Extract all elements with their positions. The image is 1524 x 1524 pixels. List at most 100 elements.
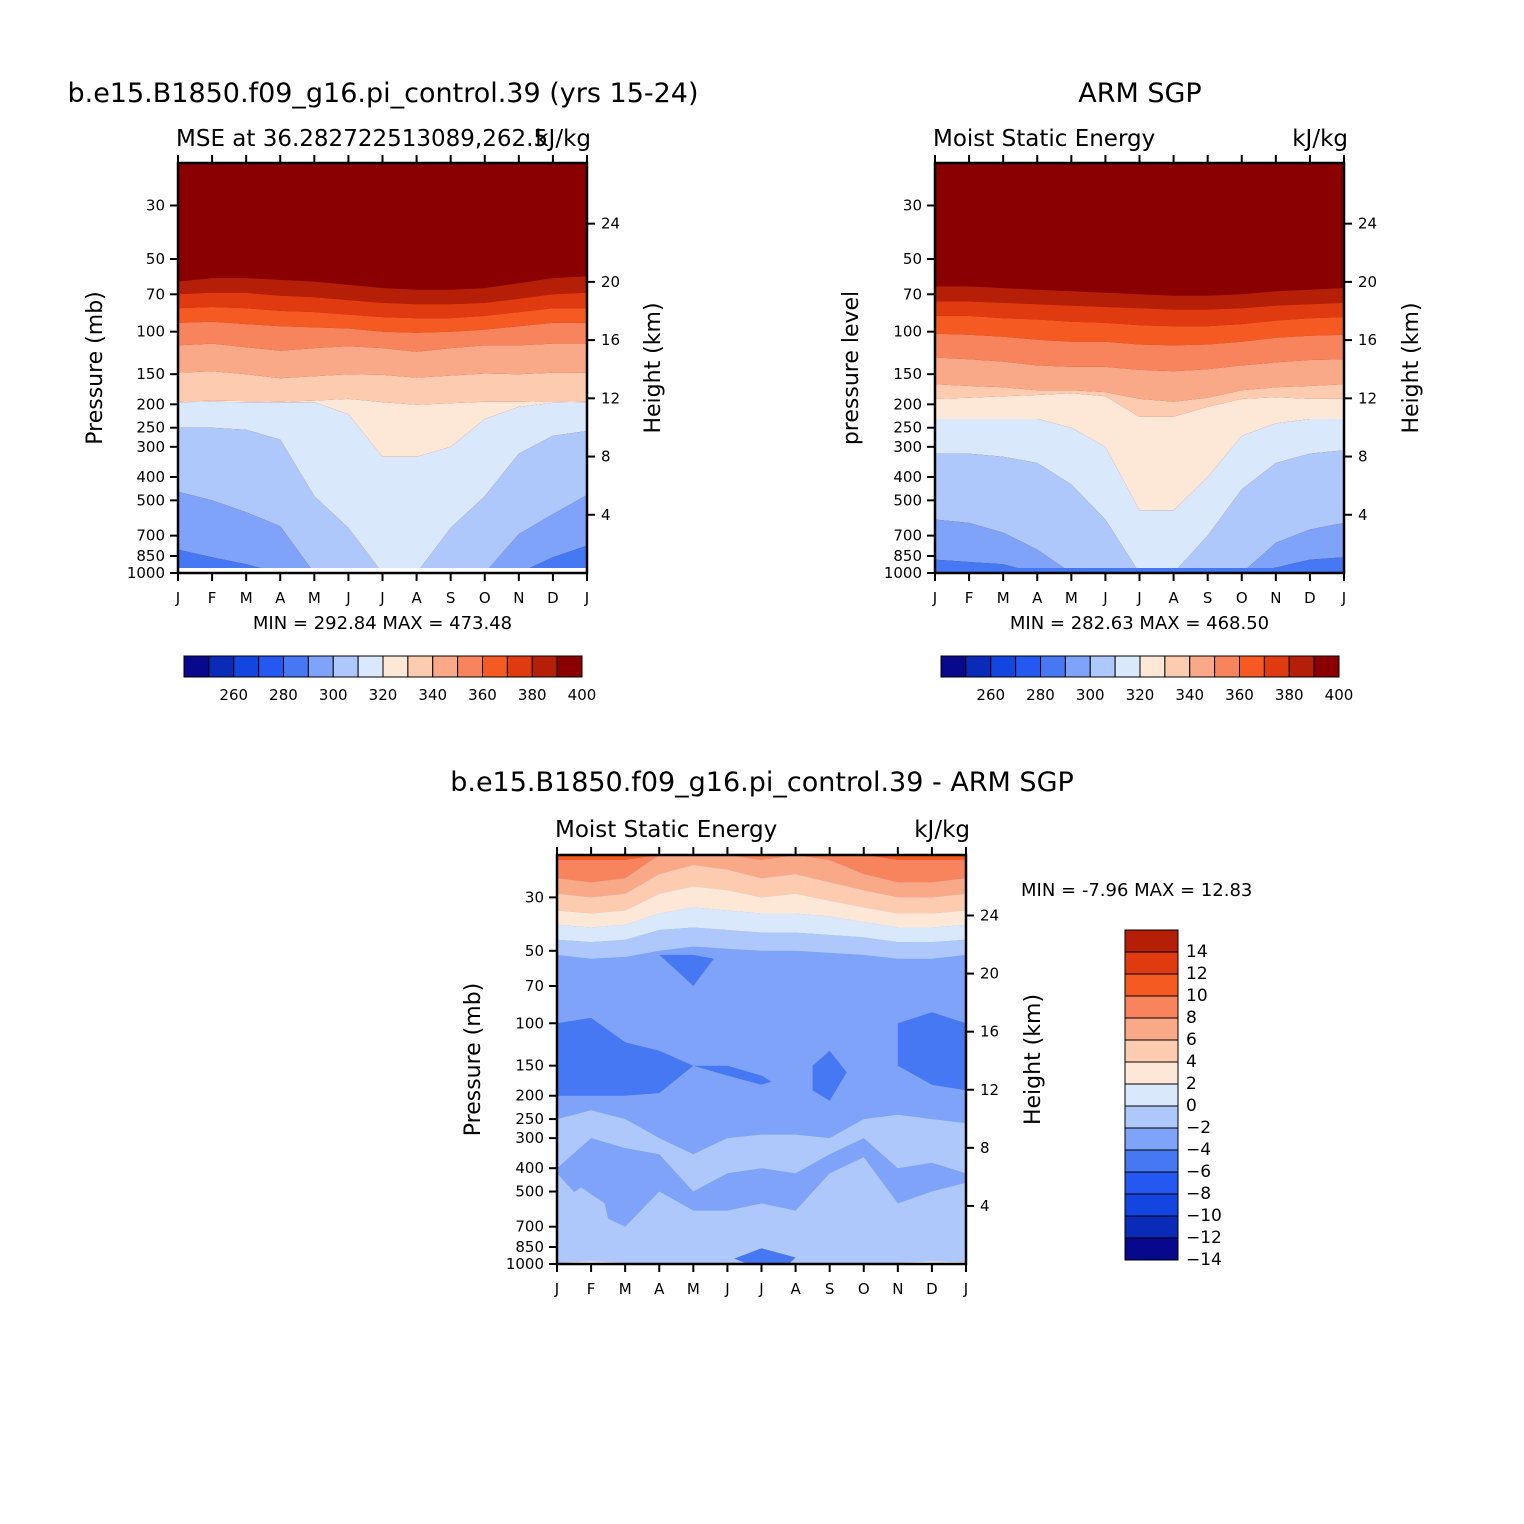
- obs-colorbar-box: [965, 655, 992, 678]
- obs-colorbar-box: [990, 655, 1017, 678]
- obs-ytick-label: 100: [893, 323, 922, 341]
- obs-xtick-label: D: [1304, 589, 1316, 607]
- model-colorbar-box: [307, 655, 334, 678]
- diff-main-title: b.e15.B1850.f09_g16.pi_control.39 - ARM …: [450, 767, 1074, 798]
- model-yrtick-label: 12: [601, 389, 620, 407]
- diff-ytick-label: 400: [515, 1159, 544, 1177]
- model-colorbar-box: [357, 655, 384, 678]
- obs-colorbar: 260 280 300 320 340 360 380 400: [940, 655, 1353, 704]
- model-right-subtitle: kJ/kg: [535, 126, 591, 152]
- diff-xtick-label: O: [858, 1280, 870, 1298]
- obs-ytick-label: 700: [893, 527, 922, 545]
- model-band: [178, 491, 587, 573]
- obs-xtick-label: S: [1203, 589, 1213, 607]
- obs-yrtick-label: 8: [1358, 448, 1368, 466]
- diff-colorbar-label: 0: [1186, 1096, 1197, 1116]
- obs-ytick-label: 500: [893, 491, 922, 509]
- obs-band: [935, 357, 1344, 402]
- obs-colorbar-label: 340: [1175, 686, 1204, 704]
- obs-xtick-label: N: [1270, 589, 1281, 607]
- obs-colorbar-box: [1189, 655, 1216, 678]
- diff-xtick-label: J: [963, 1280, 968, 1298]
- obs-surface-strip: [935, 568, 1344, 573]
- model-main-title: b.e15.B1850.f09_g16.pi_control.39 (yrs 1…: [67, 78, 698, 109]
- diff-region: [921, 1195, 963, 1256]
- model-band: [178, 343, 587, 379]
- obs-band: [935, 393, 1344, 511]
- obs-xtick-label: F: [965, 589, 974, 607]
- diff-colorbar-label: 8: [1186, 1008, 1197, 1028]
- model-colorbar-label: 320: [369, 686, 398, 704]
- model-xtick-label: M: [240, 589, 253, 607]
- obs-yrtick-label: 24: [1358, 215, 1377, 233]
- diff-ytick-label: 300: [515, 1129, 544, 1147]
- model-ytick-label: 850: [136, 547, 165, 565]
- obs-xtick-label: J: [932, 589, 937, 607]
- model-xtick-label: A: [275, 589, 286, 607]
- model-colorbar-label: 380: [518, 686, 547, 704]
- diff-colorbar-label: −4: [1186, 1140, 1211, 1160]
- model-stats: MIN = 292.84 MAX = 473.48: [253, 613, 512, 634]
- model-colorbar-box: [457, 655, 483, 678]
- obs-xtick-label: O: [1236, 589, 1248, 607]
- obs-colorbar-box: [1040, 655, 1066, 678]
- diff-ytick-label: 250: [515, 1110, 544, 1128]
- model-ytick-label: 1000: [127, 564, 165, 582]
- model-yrtick-label: 4: [601, 506, 611, 524]
- diff-yrtick-label: 16: [980, 1023, 999, 1041]
- diff-stats: MIN = -7.96 MAX = 12.83: [1021, 880, 1252, 901]
- model-colorbar-box: [407, 655, 434, 678]
- model-ytick-label: 300: [136, 438, 165, 456]
- obs-xtick-label: M: [1065, 589, 1078, 607]
- diff-band: [557, 855, 966, 898]
- model-colorbar: 260 280 300 320 340 360 380 400: [183, 655, 596, 704]
- diff-colorbar-box: [1124, 1061, 1179, 1085]
- model-ytick-label: 400: [136, 468, 165, 486]
- diff-xtick-label: F: [587, 1280, 596, 1298]
- model-colorbar-box: [432, 655, 459, 678]
- obs-band: [935, 419, 1344, 573]
- diff-region: [897, 1012, 966, 1091]
- diff-colorbar-label: 10: [1186, 986, 1208, 1006]
- diff-region: [557, 1187, 612, 1260]
- obs-colorbar-box: [1114, 655, 1141, 678]
- model-band: [178, 292, 587, 319]
- model-colorbar-label: 280: [269, 686, 298, 704]
- model-xtick-label: S: [446, 589, 456, 607]
- model-yrtick-label: 8: [601, 448, 611, 466]
- diff-xtick-label: M: [687, 1280, 700, 1298]
- obs-colorbar-box: [1164, 655, 1191, 678]
- obs-ytick-label: 150: [893, 365, 922, 383]
- model-colorbar-box: [482, 655, 508, 678]
- diff-yrtick-label: 24: [980, 907, 999, 925]
- diff-colorbar-label: 4: [1186, 1052, 1197, 1072]
- diff-band: [557, 855, 966, 883]
- diff-ytick-label: 500: [515, 1183, 544, 1201]
- diff-colorbar-label: −8: [1186, 1184, 1211, 1204]
- model-band: [178, 427, 587, 573]
- diff-colorbar-box: [1124, 1171, 1179, 1195]
- diff-colorbar-box: [1124, 995, 1179, 1019]
- obs-xtick-label: J: [1102, 589, 1107, 607]
- model-ytick-label: 100: [136, 323, 165, 341]
- diff-xtick-label: S: [825, 1280, 835, 1298]
- model-yrtick-label: 16: [601, 331, 620, 349]
- model-left-subtitle: MSE at 36.282722513089,262.5: [176, 126, 548, 152]
- model-xtick-label: J: [175, 589, 180, 607]
- obs-ytick-label: 400: [893, 468, 922, 486]
- model-ytick-label: 30: [146, 196, 165, 214]
- model-colorbar-box: [233, 655, 260, 678]
- diff-xtick-label: A: [790, 1280, 801, 1298]
- obs-colorbar-box: [1214, 655, 1240, 678]
- diff-colorbar-label: −10: [1186, 1206, 1222, 1226]
- obs-xtick-label: A: [1168, 589, 1179, 607]
- model-xtick-label: A: [411, 589, 422, 607]
- obs-colorbar-box: [1089, 655, 1116, 678]
- diff-colorbar-box: [1124, 1193, 1179, 1217]
- diff-region: [659, 954, 714, 986]
- diff-colorbar-label: 14: [1186, 942, 1208, 962]
- diff-xtick-label: A: [654, 1280, 665, 1298]
- obs-xtick-label: A: [1032, 589, 1043, 607]
